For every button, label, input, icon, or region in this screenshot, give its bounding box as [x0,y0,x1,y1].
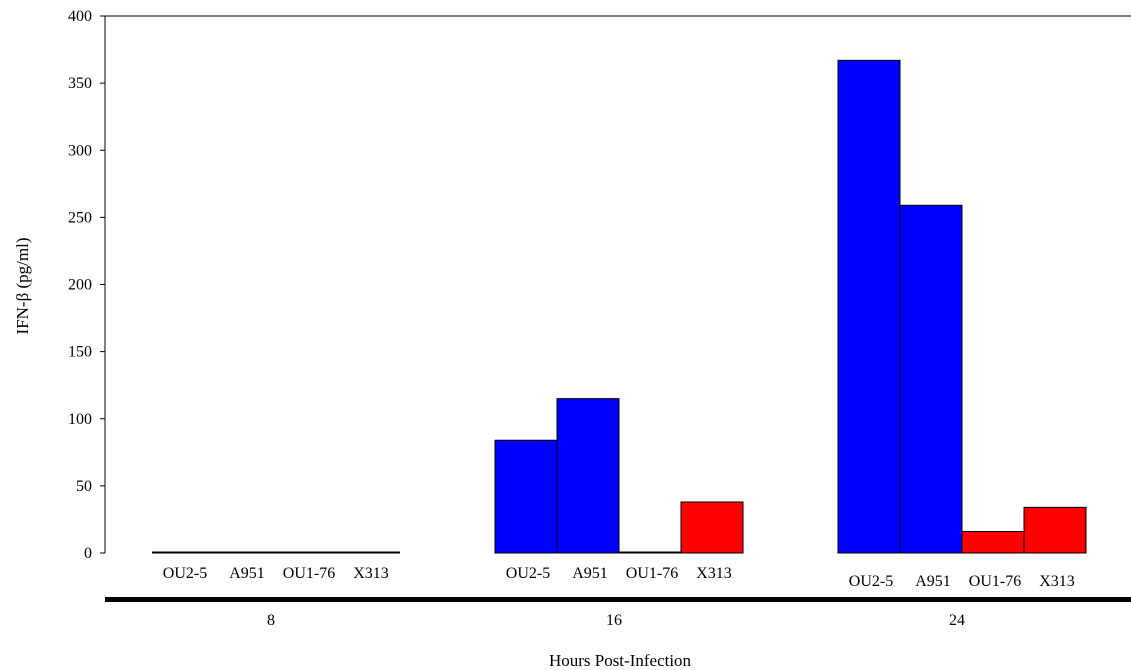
y-tick-label: 0 [84,545,92,562]
bar-16h-ou2-5 [494,439,558,554]
y-tick-label: 100 [68,411,92,428]
y-tick-label: 400 [68,8,92,25]
x-axis: 8 16 24 [105,597,1131,629]
bar-24h-ou2-5 [837,59,901,554]
bar-category-label: X313 [1039,573,1075,590]
x-group-label: 8 [267,612,275,629]
bar-24h-a951 [899,204,963,554]
bar-category-label: X313 [353,565,389,582]
bar-category-label: OU2-5 [849,573,893,590]
bar-24h-ou1-76 [961,531,1025,554]
x-group-label: 24 [949,612,965,629]
bars [152,59,1087,554]
y-axis: 0 50 100 150 200 250 300 350 400 [68,8,1131,562]
y-tick-label: 50 [76,478,92,495]
y-tick-label: 250 [68,209,92,226]
bar-24h-x313 [1023,506,1087,554]
bar-category-label: A951 [915,573,951,590]
x-axis-title: Hours Post-Infection [549,651,692,670]
y-tick-label: 200 [68,277,92,294]
y-tick-label: 150 [68,344,92,361]
bar-category-label: OU2-5 [163,565,207,582]
bar-16h-a951 [556,398,620,554]
bar-category-label: A951 [572,565,608,582]
bar-category-label: OU1-76 [969,573,1021,590]
bar-category-label: X313 [696,565,732,582]
bar-16h-x313 [680,501,744,554]
x-axis-bar [105,597,1131,602]
y-tick-label: 350 [68,75,92,92]
bar-category-label: A951 [229,565,265,582]
y-axis-title: IFN-β (pg/ml) [13,238,32,335]
x-group-label: 16 [606,612,622,629]
bar-labels: OU2-5 A951 OU1-76 X313 OU2-5 A951 OU1-76 X313 OU… [163,565,1075,590]
bar-category-label: OU1-76 [283,565,335,582]
y-tick-label: 300 [68,142,92,159]
bar-category-label: OU2-5 [506,565,550,582]
bar-category-label: OU1-76 [626,565,678,582]
